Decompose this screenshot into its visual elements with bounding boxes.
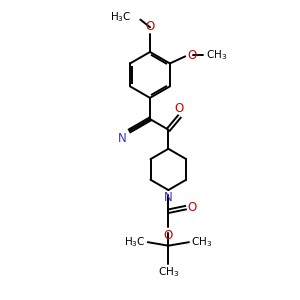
Text: O: O [146,20,154,32]
Text: N: N [118,132,127,145]
Text: H$_3$C: H$_3$C [110,10,131,23]
Text: N: N [164,190,173,204]
Text: CH$_3$: CH$_3$ [206,48,228,62]
Text: O: O [188,201,197,214]
Text: O: O [188,49,197,62]
Text: H$_3$C: H$_3$C [124,235,146,249]
Text: O: O [175,102,184,115]
Text: CH$_3$: CH$_3$ [191,235,212,249]
Text: O: O [164,229,173,242]
Text: CH$_3$: CH$_3$ [158,266,179,279]
